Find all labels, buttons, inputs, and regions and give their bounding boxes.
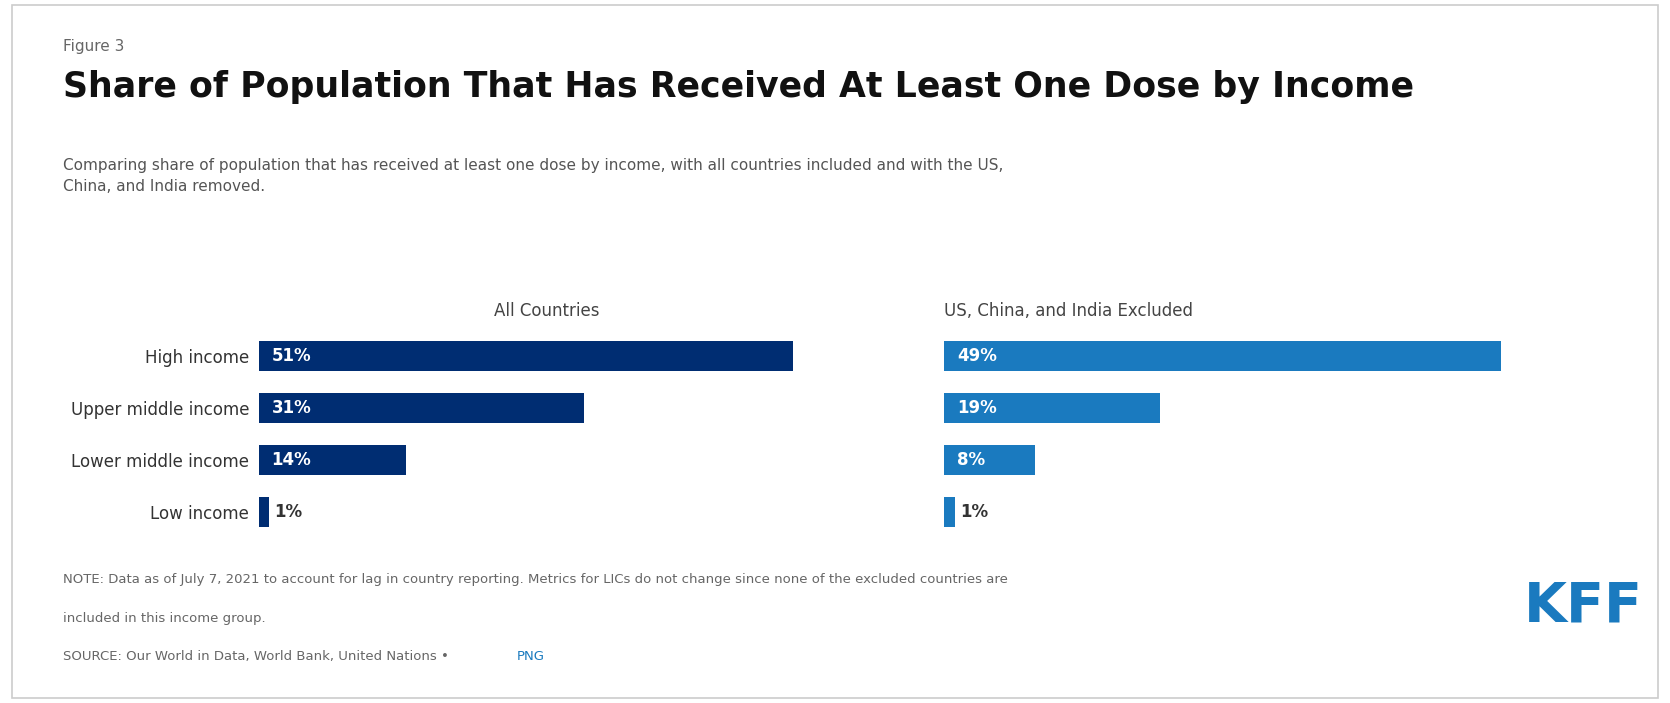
Text: NOTE: Data as of July 7, 2021 to account for lag in country reporting. Metrics f: NOTE: Data as of July 7, 2021 to account… [63, 573, 1009, 586]
Text: PNG: PNG [518, 650, 544, 663]
Text: Share of Population That Has Received At Least One Dose by Income: Share of Population That Has Received At… [63, 70, 1414, 104]
Text: Comparing share of population that has received at least one dose by income, wit: Comparing share of population that has r… [63, 158, 1004, 194]
Text: 51%: 51% [272, 347, 311, 366]
Text: KFF: KFF [1523, 580, 1643, 634]
Text: 1%: 1% [960, 503, 989, 521]
Text: All Countries: All Countries [494, 302, 600, 320]
Text: SOURCE: Our World in Data, World Bank, United Nations •: SOURCE: Our World in Data, World Bank, U… [63, 650, 454, 663]
Bar [259, 341, 793, 371]
Text: Figure 3: Figure 3 [63, 39, 125, 53]
Bar [259, 497, 269, 527]
Bar [259, 445, 406, 475]
Text: 49%: 49% [957, 347, 997, 366]
Text: 19%: 19% [957, 399, 997, 417]
Text: US, China, and India Excluded: US, China, and India Excluded [944, 302, 1192, 320]
Text: 31%: 31% [272, 399, 311, 417]
Text: 1%: 1% [274, 503, 302, 521]
Text: 14%: 14% [272, 451, 311, 469]
Bar [259, 393, 583, 423]
Text: included in this income group.: included in this income group. [63, 612, 266, 624]
Text: 8%: 8% [957, 451, 985, 469]
Bar [944, 341, 1501, 371]
Bar [944, 445, 1035, 475]
Bar [944, 393, 1161, 423]
Bar [944, 497, 955, 527]
